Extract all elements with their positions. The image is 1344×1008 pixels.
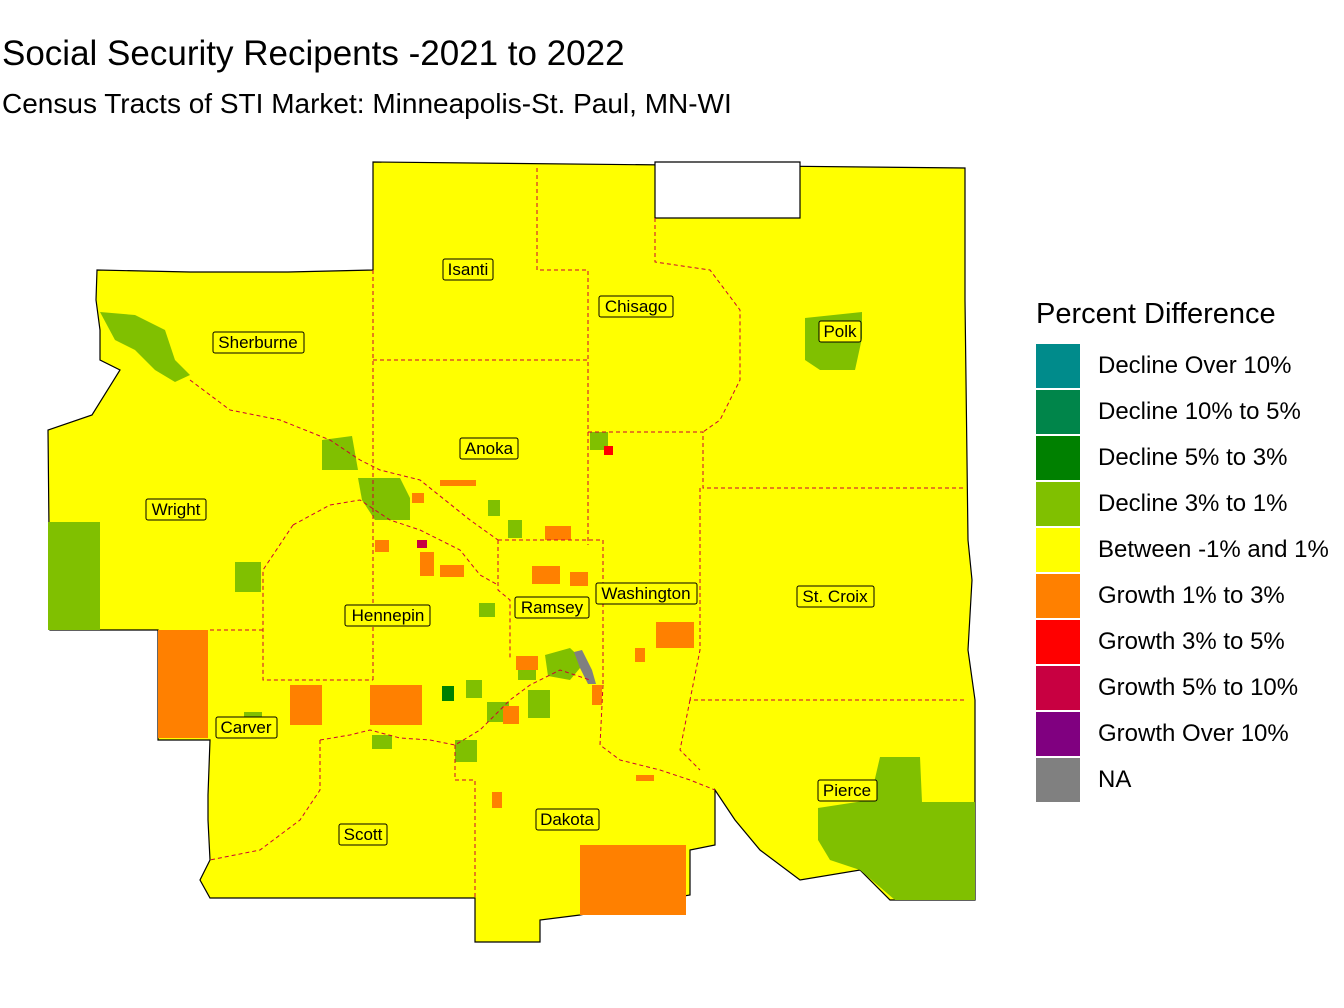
svg-text:Wright: Wright [152, 500, 201, 519]
legend-label: Growth 5% to 10% [1098, 674, 1299, 701]
svg-text:Ramsey: Ramsey [521, 598, 584, 617]
map-title: Social Security Recipents -2021 to 2022 [2, 34, 625, 73]
county-label-hennepin: Hennepin [344, 604, 431, 627]
county-label-sherburne: Sherburne [212, 331, 305, 354]
svg-text:Isanti: Isanti [448, 260, 489, 279]
county-label-scott: Scott [338, 823, 388, 846]
county-label-washington: Washington [595, 582, 698, 605]
legend-title: Percent Difference [1036, 298, 1276, 330]
legend-label: Growth Over 10% [1098, 720, 1289, 747]
svg-text:Anoka: Anoka [465, 439, 514, 458]
legend-label: Decline 10% to 5% [1098, 398, 1301, 425]
legend-item: Growth Over 10% [1036, 711, 1329, 757]
county-label-pierce: Pierce [817, 779, 878, 802]
legend-label: Decline 3% to 1% [1098, 490, 1288, 517]
legend-item: Decline Over 10% [1036, 343, 1329, 389]
legend-swatch [1036, 712, 1080, 756]
county-label-wright: Wright [145, 498, 207, 521]
decline-5-to-3-tract [442, 686, 454, 701]
svg-text:Chisago: Chisago [605, 297, 667, 316]
svg-text:St. Croix: St. Croix [802, 587, 868, 606]
svg-text:Hennepin: Hennepin [352, 606, 425, 625]
legend-swatch [1036, 758, 1080, 802]
legend-item: Growth 1% to 3% [1036, 573, 1329, 619]
legend-item: NA [1036, 757, 1329, 803]
svg-text:Pierce: Pierce [823, 781, 871, 800]
svg-text:Carver: Carver [220, 718, 271, 737]
svg-text:Washington: Washington [601, 584, 690, 603]
legend: Percent Difference Decline Over 10% Decli… [1036, 298, 1329, 803]
legend-label: Between -1% and 1% [1098, 536, 1329, 563]
legend-label: Decline Over 10% [1098, 352, 1292, 379]
county-label-anoka: Anoka [459, 437, 519, 460]
county-label-chisago: Chisago [598, 295, 674, 318]
legend-swatch [1036, 620, 1080, 664]
legend-swatch [1036, 390, 1080, 434]
legend-label: NA [1098, 766, 1132, 793]
legend-item: Decline 10% to 5% [1036, 389, 1329, 435]
county-label-ramsey: Ramsey [514, 596, 590, 619]
svg-text:Sherburne: Sherburne [218, 333, 297, 352]
legend-swatch [1036, 666, 1080, 710]
county-boundaries [189, 168, 965, 898]
legend-item: Growth 3% to 5% [1036, 619, 1329, 665]
legend-label: Growth 3% to 5% [1098, 628, 1285, 655]
county-label-carver: Carver [215, 716, 278, 739]
legend-label: Growth 1% to 3% [1098, 582, 1285, 609]
svg-text:Scott: Scott [344, 825, 383, 844]
county-label-isanti: Isanti [442, 258, 494, 281]
legend-swatch [1036, 344, 1080, 388]
county-label-polk: Polk [818, 320, 862, 343]
map-notch [654, 161, 801, 219]
legend-label: Decline 5% to 3% [1098, 444, 1288, 471]
map-subtitle: Census Tracts of STI Market: Minneapolis… [2, 88, 732, 119]
legend-swatch [1036, 574, 1080, 618]
growth-1-to-3-tracts [158, 480, 694, 915]
county-label-st-croix: St. Croix [796, 585, 875, 608]
legend-item: Decline 3% to 1% [1036, 481, 1329, 527]
legend-swatch [1036, 528, 1080, 572]
legend-items: Decline Over 10% Decline 10% to 5% Decline… [1036, 343, 1329, 803]
growth-3-to-5-tract [604, 446, 613, 455]
legend-item: Between -1% and 1% [1036, 527, 1329, 573]
na-tract [574, 650, 596, 684]
legend-item: Growth 5% to 10% [1036, 665, 1329, 711]
growth-5-to-10-tract [417, 540, 427, 548]
legend-swatch [1036, 436, 1080, 480]
svg-text:Polk: Polk [823, 322, 857, 341]
county-label-dakota: Dakota [535, 808, 600, 831]
legend-swatch [1036, 482, 1080, 526]
svg-text:Dakota: Dakota [540, 810, 594, 829]
legend-item: Decline 5% to 3% [1036, 435, 1329, 481]
